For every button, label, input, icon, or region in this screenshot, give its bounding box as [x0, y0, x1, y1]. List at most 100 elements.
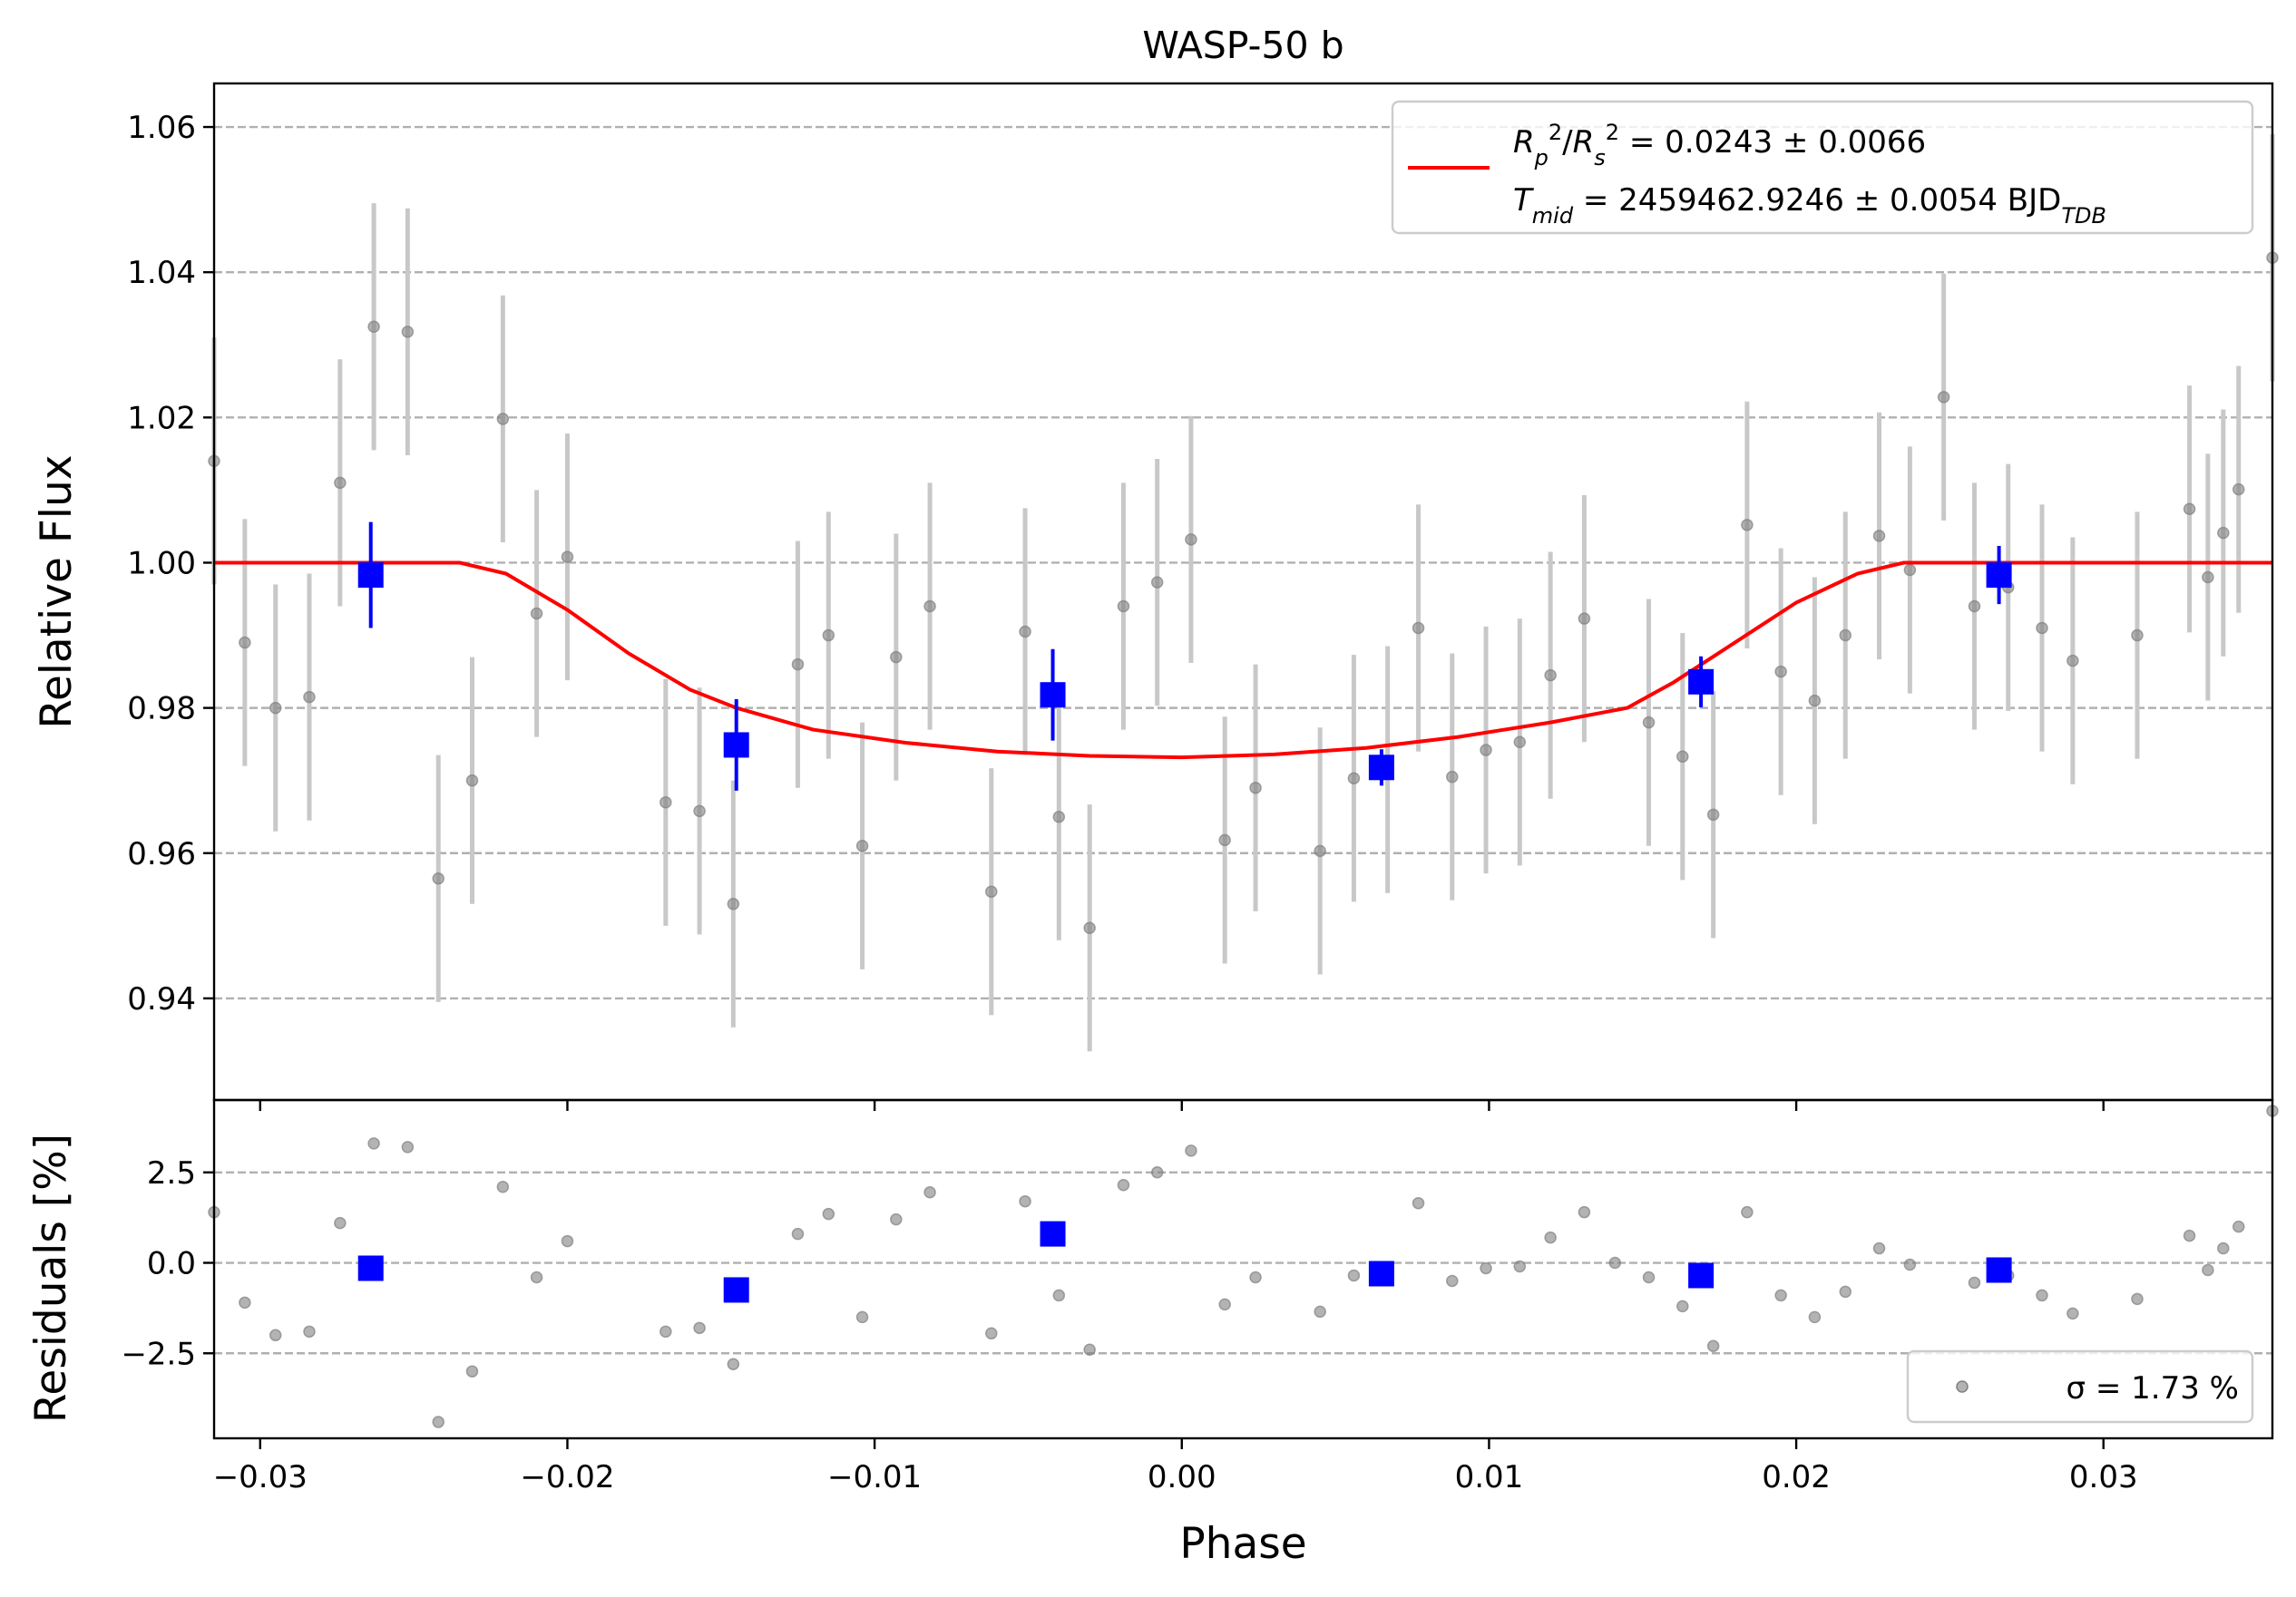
residual-point — [1150, 1166, 1164, 1179]
raw-data-point — [1774, 665, 1787, 678]
raw-data-point — [1314, 844, 1326, 858]
x-tick-label: −0.01 — [827, 1459, 922, 1495]
residual-point — [2066, 1307, 2079, 1320]
raw-data-point — [303, 690, 316, 704]
raw-data-point — [890, 650, 903, 664]
raw-data-point — [659, 795, 672, 809]
legend-box — [1391, 100, 2254, 235]
raw-data-point — [432, 872, 445, 885]
residual-point — [1808, 1310, 1822, 1324]
raw-data-point — [2217, 526, 2230, 540]
raw-data-point — [2131, 628, 2144, 642]
binned-residual-point — [1688, 1262, 1715, 1289]
residual-point — [1706, 1339, 1720, 1353]
raw-data-point — [985, 885, 998, 898]
y-tick-label: 1.06 — [127, 110, 196, 146]
raw-data-point — [1083, 921, 1096, 934]
binned-residual-point — [723, 1277, 749, 1303]
raw-data-point — [1706, 808, 1720, 822]
x-axis-label: Phase — [1179, 1519, 1306, 1569]
residual-sigma-text: σ = 1.73 % — [2066, 1370, 2239, 1407]
residual-point — [1019, 1194, 1031, 1208]
residual-point — [1052, 1289, 1066, 1302]
residual-point — [1117, 1178, 1130, 1192]
y-axis-label: Relative Flux — [32, 454, 82, 728]
residual-point — [985, 1327, 998, 1340]
y-tick-label: 1.02 — [127, 400, 196, 436]
residual-point — [1446, 1274, 1459, 1288]
residual-point — [693, 1321, 706, 1335]
chart-title: WASP-50 b — [1142, 24, 1343, 67]
raw-data-point — [561, 550, 574, 563]
raw-data-point — [1872, 530, 1886, 542]
y-tick-label: 1.04 — [127, 255, 196, 291]
residual-point — [1774, 1289, 1787, 1302]
raw-data-point — [1937, 391, 1950, 404]
residual-axes-frame — [212, 1098, 2274, 1440]
raw-data-point — [2202, 570, 2214, 584]
residual-point — [561, 1234, 574, 1248]
residual-point — [269, 1329, 282, 1342]
raw-data-point — [1347, 772, 1361, 785]
residual-point — [2036, 1289, 2048, 1302]
residual-point — [1968, 1276, 1981, 1290]
x-tick-label: −0.03 — [213, 1459, 308, 1495]
raw-data-point — [923, 599, 936, 613]
residual-point — [1513, 1260, 1527, 1273]
binned-residual-point — [1040, 1221, 1066, 1247]
residual-point — [465, 1365, 479, 1378]
raw-data-point — [239, 636, 251, 649]
residual-legend-marker — [1956, 1380, 1969, 1393]
residual-point — [855, 1310, 869, 1324]
raw-data-point — [1249, 781, 1262, 794]
raw-data-point — [1839, 628, 1852, 642]
raw-data-point — [1218, 833, 1231, 847]
y-tick-label: 0.96 — [127, 836, 196, 872]
y-tick-label: 0.98 — [127, 691, 196, 727]
residual-point — [2217, 1242, 2230, 1255]
raw-data-point — [1513, 735, 1527, 748]
residual-point — [659, 1325, 672, 1339]
residual-y-tick-label: 0.0 — [147, 1246, 196, 1282]
y-tick-label: 0.94 — [127, 981, 196, 1018]
residual-point — [367, 1137, 380, 1150]
residual-point — [727, 1358, 740, 1370]
raw-data-point — [1052, 810, 1066, 823]
residual-point — [1642, 1271, 1656, 1284]
residual-point — [2183, 1229, 2196, 1242]
raw-data-point — [1150, 576, 1164, 589]
legend-depth-text: Rp2/Rs2 = 0.0243 ± 0.0066 — [1513, 120, 1926, 170]
x-tick-label: −0.02 — [520, 1459, 614, 1495]
y-tick-label: 1.00 — [127, 545, 196, 581]
raw-data-point — [693, 804, 706, 818]
binned-data-point — [723, 732, 749, 758]
residual-point — [496, 1180, 510, 1193]
raw-data-point — [1741, 519, 1754, 531]
raw-data-point — [822, 628, 835, 642]
raw-data-point — [401, 326, 415, 338]
raw-data-point — [530, 607, 543, 620]
residual-point — [239, 1296, 251, 1310]
raw-data-point — [727, 898, 740, 910]
raw-data-point — [791, 657, 805, 671]
raw-data-point — [1578, 612, 1591, 625]
raw-data-point — [2232, 482, 2245, 496]
residual-point — [1741, 1205, 1754, 1219]
residual-point — [1218, 1298, 1231, 1311]
raw-data-point — [1185, 533, 1197, 546]
raw-data-point — [855, 840, 869, 852]
residual-point — [1839, 1285, 1852, 1299]
binned-residual-point — [1368, 1261, 1394, 1287]
residual-point — [401, 1141, 415, 1154]
transit-model-line — [214, 560, 2272, 760]
residual-point — [890, 1212, 903, 1226]
residual-point — [1544, 1231, 1557, 1244]
residual-point — [1185, 1144, 1197, 1157]
residual-point — [1676, 1300, 1689, 1313]
raw-data-point — [334, 476, 347, 490]
residual-point — [1314, 1305, 1326, 1319]
raw-data-point — [1808, 694, 1822, 707]
residual-point — [1872, 1242, 1886, 1255]
